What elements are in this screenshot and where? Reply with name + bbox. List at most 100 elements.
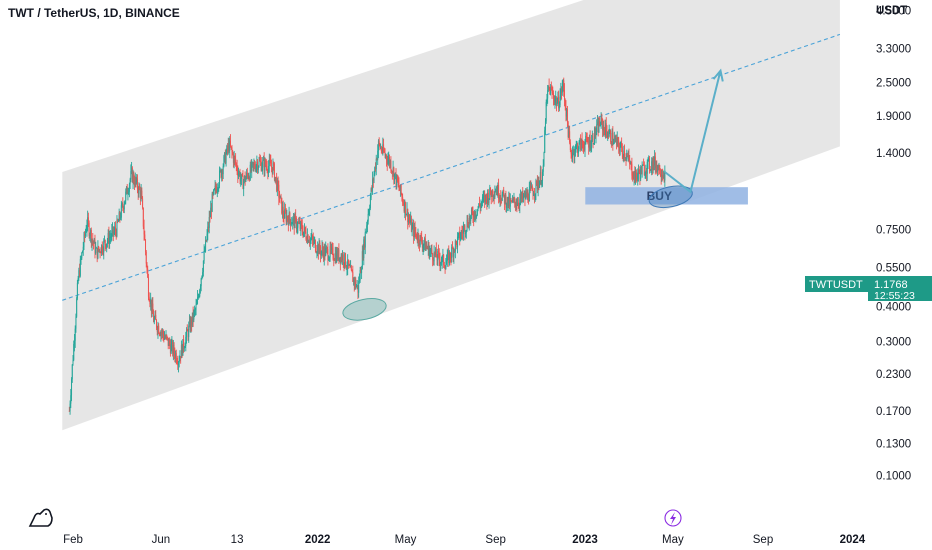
candle-body [462,232,464,234]
candle-body [459,232,461,240]
arrow-head-icon [712,68,724,82]
candle-body [521,192,523,199]
candle-body [466,219,468,230]
candle-body [268,166,270,173]
candle-body [369,208,371,212]
candle-body [510,199,512,201]
candle-body [520,194,522,199]
candle-body [309,238,311,243]
candle-body [490,194,492,197]
candle-body [314,240,316,242]
candle-body [107,233,109,241]
candle-body [427,247,429,249]
candle-body [524,193,526,199]
candle-body [618,140,620,148]
candle-body [194,309,196,311]
candle-body [559,95,561,105]
candle-body [620,143,622,148]
candle-body [469,217,471,221]
candle-body [488,198,490,204]
candle-body [337,249,339,259]
candle-body [73,344,75,360]
candle-body [193,310,195,320]
tradingview-logo-icon[interactable] [28,508,53,527]
candle-body [353,278,355,285]
candle-body [402,196,404,203]
candle-body [581,139,583,145]
candle-body [445,264,447,269]
candle-body [159,333,161,336]
candle-body [498,198,500,200]
candle-body [370,188,372,198]
candle-body [103,240,105,241]
candle-body [509,196,511,207]
candle-body [399,185,401,191]
projection-arrow[interactable] [664,70,722,194]
candle-body [626,156,628,157]
candle-body [256,162,258,166]
candle-body [132,173,134,182]
candle-body [657,165,659,171]
candle-body [518,204,520,206]
candle-body [251,162,253,171]
channel-band[interactable] [62,0,840,431]
candle-body [637,169,639,175]
candle-body [181,345,183,356]
highlight-ellipse[interactable] [647,182,694,211]
channel-midline[interactable] [62,33,841,301]
candle-body [68,410,70,412]
candle-body [205,240,207,242]
candle-body [333,258,335,261]
candle-body [95,247,97,249]
candle-body [177,362,179,366]
candle-body [316,252,318,254]
candle-body [380,147,382,151]
candle-body [396,175,398,186]
candle-body [276,177,278,191]
candle-body [367,213,369,222]
candle-body [468,225,470,228]
candle-body [533,194,535,196]
highlight-ellipse[interactable] [341,295,388,324]
candle-body [644,174,646,176]
candle-body [531,186,533,191]
lightning-icon[interactable] [664,509,682,527]
candle-body [405,214,407,216]
candle-body [142,198,144,208]
buy-zone[interactable] [585,187,748,205]
candle-body [169,344,171,354]
candle-body [188,320,190,326]
candle-body [122,203,124,207]
candle-body [340,255,342,263]
candle-body [163,334,165,340]
time-axis[interactable]: Feb Jun 13 2022 May Sep 2023 May Sep 2024 [63,534,866,546]
candle-body [651,161,653,170]
candle-body [501,194,503,201]
candle-body [646,162,648,174]
candle-body [157,325,159,332]
candle-body [468,217,470,228]
candle-body [312,235,314,240]
candle-body [128,184,130,192]
candle-body [550,87,552,95]
candle-body [266,166,268,171]
candle-body [529,186,531,189]
candle-body [587,141,589,143]
candle-body [208,226,210,228]
candle-body [90,230,92,236]
candle-body [85,230,87,232]
candle-body [542,165,544,172]
candle-body [647,159,649,163]
candle-body [229,140,231,151]
price-axis[interactable]: 20.000015.000011.00008.00006.00004.50003… [876,0,918,483]
candle-body [599,125,601,127]
candle-body [349,265,351,268]
candle-body [160,332,162,336]
candle-body [300,222,302,229]
candle-body [137,188,139,194]
candle-body [230,146,232,148]
candle-body [648,158,650,169]
candle-body [152,303,154,314]
candle-body [611,132,613,145]
